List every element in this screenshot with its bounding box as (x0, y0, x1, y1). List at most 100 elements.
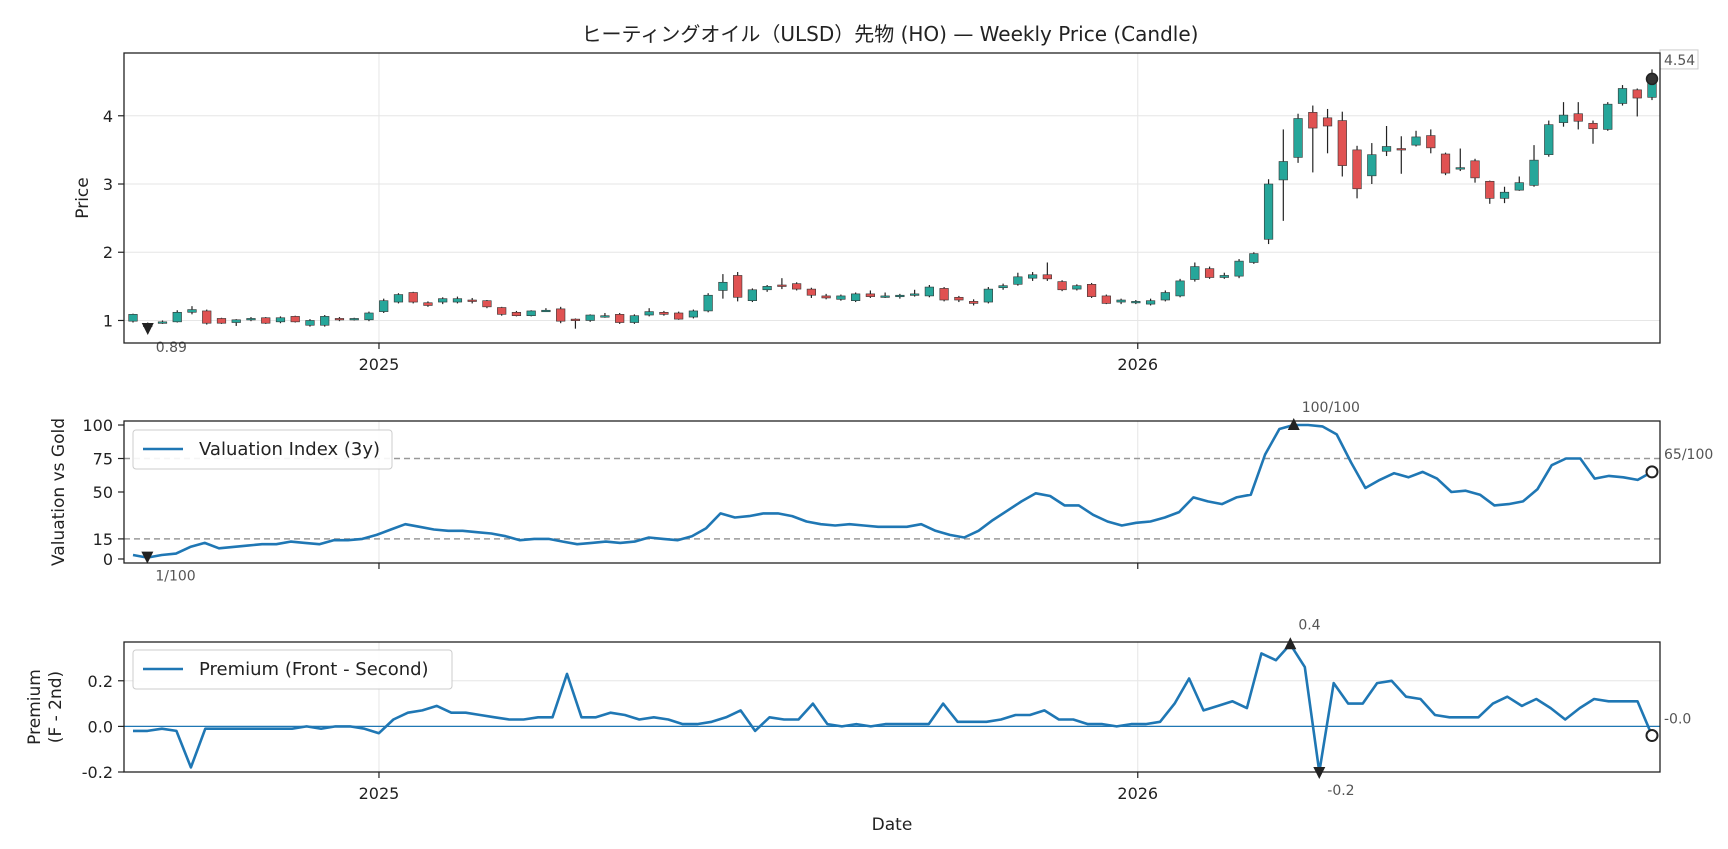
candle-body (1588, 122, 1598, 130)
chart-title: ヒーティングオイル（ULSD）先物 (HO) — Weekly Price (C… (582, 22, 1199, 46)
candle (747, 288, 757, 303)
candle (998, 283, 1008, 290)
candle (452, 296, 463, 304)
last-marker (1645, 72, 1659, 86)
candle-body (1101, 295, 1111, 304)
candle (939, 287, 949, 302)
candle (379, 298, 389, 313)
candle-body (1028, 274, 1038, 279)
candle (585, 314, 595, 322)
candle-body (1263, 183, 1274, 240)
max-annotation: 100/100 (1302, 400, 1360, 416)
candle-body (320, 316, 330, 326)
candle-body (1381, 146, 1392, 152)
price-ticks: 2025 2026 1 2 3 4 (103, 107, 1158, 374)
candle (688, 309, 699, 319)
candle-body (1632, 89, 1642, 99)
candle (1013, 272, 1023, 286)
candle-body (1278, 161, 1288, 181)
candle (1322, 108, 1333, 154)
candle-body (379, 300, 389, 312)
candle-body (1042, 274, 1052, 280)
candle (924, 285, 934, 298)
candle-body (1603, 103, 1613, 130)
candle (216, 317, 227, 324)
candle (1219, 272, 1229, 279)
candle (497, 306, 507, 316)
min-marker (141, 322, 154, 335)
y-tick-label: 100 (82, 416, 113, 435)
premium-panel: 0.4 -0.2 -0.0 2025 2026 -0.2 0.0 0.2 Premium (… (25, 617, 1691, 835)
x-tick-label: 2025 (359, 784, 400, 803)
valuation-panel: 1/100 100/100 65/100 015 50 75 100 Valuation … (49, 400, 1713, 585)
last-annotation: 4.54 (1664, 53, 1695, 69)
candle (1116, 298, 1126, 305)
premium-frame (123, 641, 1661, 773)
candle (1278, 129, 1288, 221)
candle (467, 297, 477, 304)
candle (659, 310, 669, 316)
candle-body (364, 312, 374, 321)
premium-series (133, 642, 1654, 774)
valuation-legend: Valuation Index (3y) (132, 429, 393, 470)
candle-body (1367, 154, 1377, 177)
y-tick-label: 4 (103, 107, 113, 126)
candle-body (1499, 191, 1510, 199)
candle-body (983, 288, 993, 303)
y-tick-label: -0.2 (82, 763, 113, 782)
candle-body (1057, 281, 1067, 291)
candle (600, 312, 610, 318)
candle-body (1573, 113, 1583, 122)
max-marker (1287, 418, 1300, 431)
candle (187, 306, 197, 315)
candle-body (880, 295, 890, 298)
candle (1529, 145, 1539, 187)
candle-body (231, 319, 241, 323)
candle-body (526, 310, 536, 317)
candle (1160, 290, 1170, 302)
candle-body (1160, 292, 1170, 301)
candle (393, 293, 404, 304)
candle-body (1514, 182, 1524, 191)
candle-body (349, 318, 359, 321)
candle-body (762, 286, 772, 291)
last-annotation: -0.0 (1664, 712, 1691, 728)
candle-body (688, 310, 699, 318)
candle-body (1558, 114, 1569, 123)
premium-legend: Premium (Front - Second) (132, 649, 453, 690)
candle (983, 287, 993, 304)
candle-body (998, 285, 1008, 289)
candle-body (674, 312, 684, 320)
candle (364, 311, 374, 322)
candle (438, 297, 448, 305)
candle (1293, 113, 1303, 163)
price-ylabel: Price (73, 177, 93, 218)
price-grid (124, 53, 1660, 343)
candle-body (585, 314, 595, 321)
candle-body (1131, 301, 1141, 304)
candle (865, 290, 875, 298)
candle (1558, 102, 1569, 127)
candle (1308, 105, 1318, 173)
candle-body (1013, 276, 1023, 285)
y-tick-label: 3 (103, 175, 113, 194)
candle (1514, 176, 1524, 191)
candle-body (246, 318, 256, 321)
candle-body (497, 307, 507, 315)
candle (1042, 262, 1052, 281)
price-panel: 0.89 4.54 2025 2026 1 2 3 4 Price (73, 49, 1699, 374)
candle (290, 315, 300, 323)
candle-body (408, 292, 418, 303)
candle-body (1411, 136, 1421, 146)
candle-body (1175, 280, 1185, 297)
candle (1263, 179, 1274, 245)
candle (629, 314, 640, 324)
candle (1632, 88, 1642, 117)
candle (777, 278, 787, 290)
candle (1588, 120, 1598, 144)
premium-annotations: 0.4 -0.2 -0.0 (1284, 617, 1691, 799)
valuation-series (132, 423, 1653, 559)
candle (1204, 266, 1215, 279)
premium-ylabel-units: (F - 2nd) (46, 671, 66, 743)
candle (1101, 294, 1111, 305)
